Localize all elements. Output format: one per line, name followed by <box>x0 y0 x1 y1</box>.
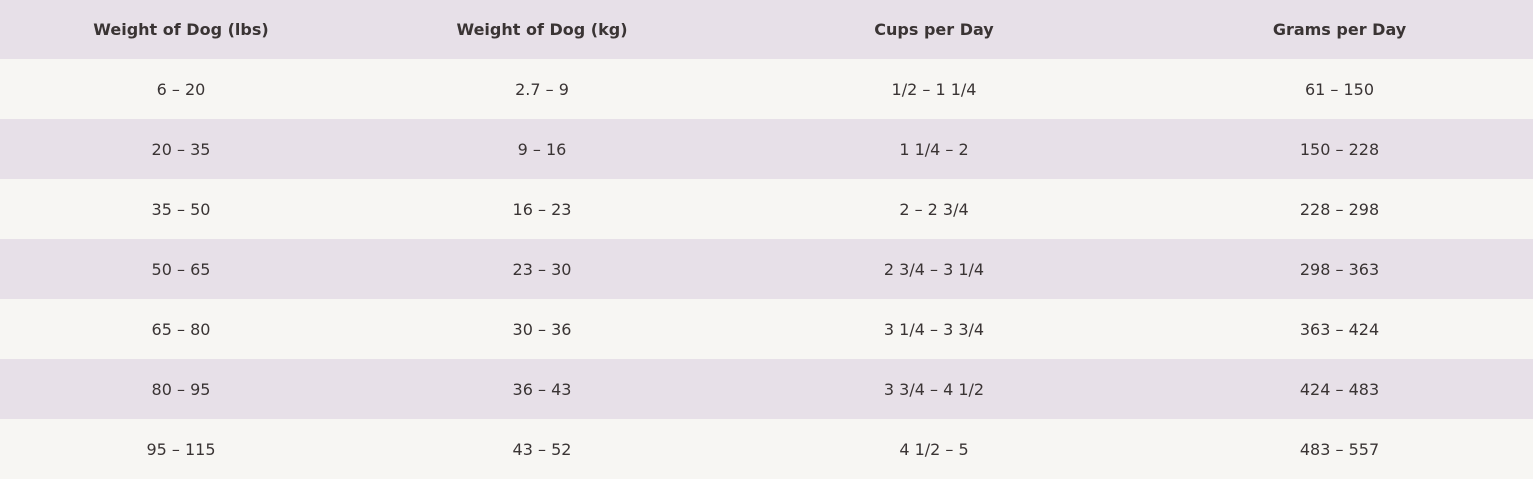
table-cell: 23 – 30 <box>362 239 722 299</box>
table-cell: 30 – 36 <box>362 299 722 359</box>
table-cell: 363 – 424 <box>1146 299 1533 359</box>
column-header: Cups per Day <box>722 0 1146 59</box>
table-cell: 483 – 557 <box>1146 419 1533 479</box>
table-cell: 2 3/4 – 3 1/4 <box>722 239 1146 299</box>
table-cell: 2 – 2 3/4 <box>722 179 1146 239</box>
table-cell: 95 – 115 <box>0 419 362 479</box>
table-cell: 150 – 228 <box>1146 119 1533 179</box>
table-row: 50 – 65 23 – 30 2 3/4 – 3 1/4 298 – 363 <box>0 239 1533 299</box>
table-cell: 1 1/4 – 2 <box>722 119 1146 179</box>
column-header: Weight of Dog (kg) <box>362 0 722 59</box>
column-header: Weight of Dog (lbs) <box>0 0 362 59</box>
table-cell: 36 – 43 <box>362 359 722 419</box>
table-cell: 3 1/4 – 3 3/4 <box>722 299 1146 359</box>
table-row: 35 – 50 16 – 23 2 – 2 3/4 228 – 298 <box>0 179 1533 239</box>
table-row: 95 – 115 43 – 52 4 1/2 – 5 483 – 557 <box>0 419 1533 479</box>
table-cell: 3 3/4 – 4 1/2 <box>722 359 1146 419</box>
table-cell: 35 – 50 <box>0 179 362 239</box>
header-row: Weight of Dog (lbs) Weight of Dog (kg) Cup… <box>0 0 1533 59</box>
table-cell: 61 – 150 <box>1146 59 1533 119</box>
table-cell: 4 1/2 – 5 <box>722 419 1146 479</box>
table-cell: 80 – 95 <box>0 359 362 419</box>
table-cell: 298 – 363 <box>1146 239 1533 299</box>
table-row: 80 – 95 36 – 43 3 3/4 – 4 1/2 424 – 483 <box>0 359 1533 419</box>
table-cell: 43 – 52 <box>362 419 722 479</box>
table-cell: 6 – 20 <box>0 59 362 119</box>
table-row: 20 – 35 9 – 16 1 1/4 – 2 150 – 228 <box>0 119 1533 179</box>
table-cell: 228 – 298 <box>1146 179 1533 239</box>
table-cell: 2.7 – 9 <box>362 59 722 119</box>
table-cell: 20 – 35 <box>0 119 362 179</box>
table-cell: 9 – 16 <box>362 119 722 179</box>
table-body: 6 – 20 2.7 – 9 1/2 – 1 1/4 61 – 150 20 – 35 9… <box>0 59 1533 479</box>
column-header: Grams per Day <box>1146 0 1533 59</box>
table-row: 65 – 80 30 – 36 3 1/4 – 3 3/4 363 – 424 <box>0 299 1533 359</box>
table-cell: 1/2 – 1 1/4 <box>722 59 1146 119</box>
table-cell: 65 – 80 <box>0 299 362 359</box>
table-cell: 424 – 483 <box>1146 359 1533 419</box>
table-cell: 50 – 65 <box>0 239 362 299</box>
table-row: 6 – 20 2.7 – 9 1/2 – 1 1/4 61 – 150 <box>0 59 1533 119</box>
table-cell: 16 – 23 <box>362 179 722 239</box>
